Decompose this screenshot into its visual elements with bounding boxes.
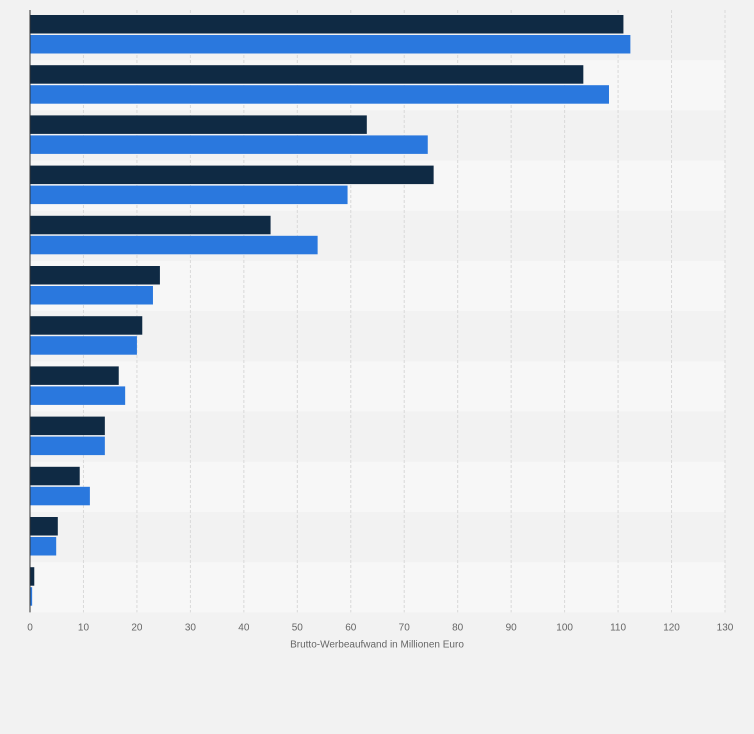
bar-series1[interactable] bbox=[30, 466, 80, 486]
bar-series1[interactable] bbox=[30, 567, 35, 586]
bar-series1[interactable] bbox=[30, 416, 105, 436]
bar-series1[interactable] bbox=[30, 215, 271, 235]
bar-series1[interactable] bbox=[30, 165, 434, 185]
bar-series2[interactable] bbox=[30, 537, 57, 556]
row-band bbox=[30, 311, 725, 362]
x-axis-label: Brutto-Werbeaufwand in Millionen Euro bbox=[290, 639, 464, 650]
bar-series2[interactable] bbox=[30, 135, 428, 154]
bar-series2[interactable] bbox=[30, 386, 126, 405]
x-tick-label: 130 bbox=[717, 622, 734, 633]
x-tick-label: 70 bbox=[399, 622, 411, 633]
x-tick-label: 30 bbox=[185, 622, 197, 633]
x-tick-label: 0 bbox=[27, 622, 33, 633]
row-band bbox=[30, 461, 725, 512]
bar-series1[interactable] bbox=[30, 316, 143, 335]
bar-series2[interactable] bbox=[30, 486, 90, 506]
bar-series1[interactable] bbox=[30, 65, 584, 84]
bar-series2[interactable] bbox=[30, 436, 105, 456]
x-tick-label: 20 bbox=[131, 622, 143, 633]
bar-series2[interactable] bbox=[30, 35, 631, 54]
bar-series2[interactable] bbox=[30, 336, 137, 355]
bar-series2[interactable] bbox=[30, 85, 609, 104]
bar-series2[interactable] bbox=[30, 235, 318, 255]
x-tick-label: 100 bbox=[556, 622, 573, 633]
bars bbox=[30, 15, 631, 606]
row-band bbox=[30, 512, 725, 563]
x-axis-ticks: 0 10 20 30 40 50 60 70 80 90 100 110 120 130 bbox=[27, 622, 734, 633]
x-tick-label: 10 bbox=[78, 622, 90, 633]
bar-series2[interactable] bbox=[30, 185, 348, 205]
bar-series1[interactable] bbox=[30, 115, 367, 134]
bar-series2[interactable] bbox=[30, 587, 33, 606]
gridlines bbox=[82, 10, 726, 613]
row-band bbox=[30, 361, 725, 412]
bar-series1[interactable] bbox=[30, 15, 624, 34]
x-tick-label: 60 bbox=[345, 622, 357, 633]
x-tick-label: 120 bbox=[663, 622, 680, 633]
bar-series2[interactable] bbox=[30, 286, 153, 305]
row-band bbox=[30, 411, 725, 462]
x-tick-label: 50 bbox=[292, 622, 304, 633]
x-tick-label: 80 bbox=[452, 622, 464, 633]
x-tick-label: 90 bbox=[506, 622, 518, 633]
bar-series1[interactable] bbox=[30, 366, 119, 385]
bar-series1[interactable] bbox=[30, 517, 58, 536]
x-tick-label: 40 bbox=[238, 622, 250, 633]
row-band bbox=[30, 562, 725, 613]
x-tick-label: 110 bbox=[610, 622, 626, 633]
bar-series1[interactable] bbox=[30, 266, 160, 285]
